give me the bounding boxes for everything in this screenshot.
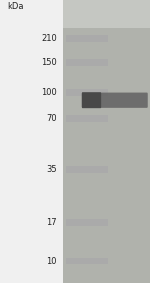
Bar [66, 115, 108, 122]
Text: kDa: kDa [8, 3, 24, 11]
Text: 10: 10 [46, 256, 57, 265]
Bar [63, 0, 150, 28]
Text: 210: 210 [41, 34, 57, 43]
FancyBboxPatch shape [82, 92, 101, 108]
Bar [63, 0, 150, 283]
Bar [66, 59, 108, 66]
Text: 70: 70 [46, 114, 57, 123]
Text: 17: 17 [46, 218, 57, 227]
Bar [66, 89, 108, 96]
FancyBboxPatch shape [82, 93, 148, 108]
Bar [66, 35, 108, 42]
Bar [66, 219, 108, 226]
Text: 150: 150 [41, 58, 57, 67]
Bar [0, 0, 63, 283]
Text: 35: 35 [46, 165, 57, 174]
Bar [66, 258, 108, 264]
Text: 100: 100 [41, 88, 57, 97]
Bar [66, 166, 108, 173]
